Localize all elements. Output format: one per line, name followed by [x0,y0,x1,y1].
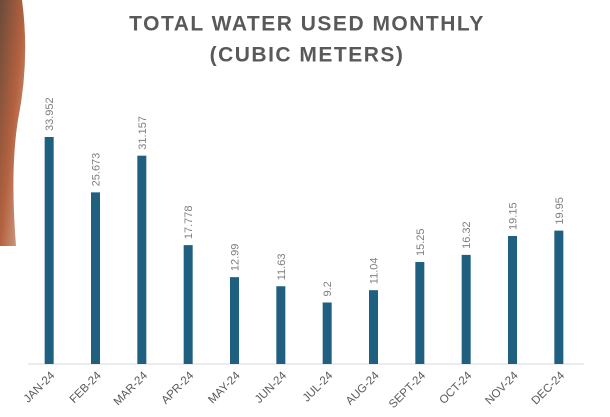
x-tick-label: OCT-24 [437,369,474,406]
bar [91,192,100,364]
chart-title: TOTAL WATER USED MONTHLY [129,13,485,36]
bar [45,137,54,364]
value-label: 11.63 [276,254,288,281]
bar [137,156,146,364]
x-tick-label: FEB-24 [68,369,104,405]
bar [508,236,517,364]
value-label: 11.04 [369,257,381,284]
x-tick-label: AUG-24 [344,369,382,407]
bar [276,286,285,364]
value-label: 31.157 [137,116,149,150]
value-label: 19.15 [508,202,520,230]
value-label: 17.778 [183,205,195,239]
bar [554,231,563,364]
bar [230,277,239,364]
value-label: 12.99 [230,244,242,272]
x-tick-label: DEC-24 [530,369,568,407]
bar [369,290,378,364]
photo-fragment [0,0,25,246]
value-label: 19.95 [554,197,566,225]
bar [323,302,332,364]
bar [184,245,193,364]
x-tick-label: MAR-24 [112,369,151,408]
value-label: 15.25 [415,229,427,257]
x-tick-label: JUL-24 [301,369,336,404]
value-label: 16.32 [461,221,473,249]
x-tick-label: JUN-24 [253,369,289,405]
chart-subtitle: (CUBIC METERS) [210,44,405,67]
x-tick-label: SEPT-24 [387,369,428,410]
x-tick-label: NOV-24 [483,369,521,407]
bar [462,255,471,364]
value-label: 33.952 [44,97,56,131]
x-tick-label: JAN-24 [22,369,58,405]
value-label: 25.673 [91,153,103,187]
chart: TOTAL WATER USED MONTHLY (CUBIC METERS) … [0,0,610,417]
value-label: 9.2 [322,281,334,296]
x-tick-label: APR-24 [159,369,196,406]
x-tick-label: MAY-24 [206,369,243,406]
bar [415,262,424,364]
